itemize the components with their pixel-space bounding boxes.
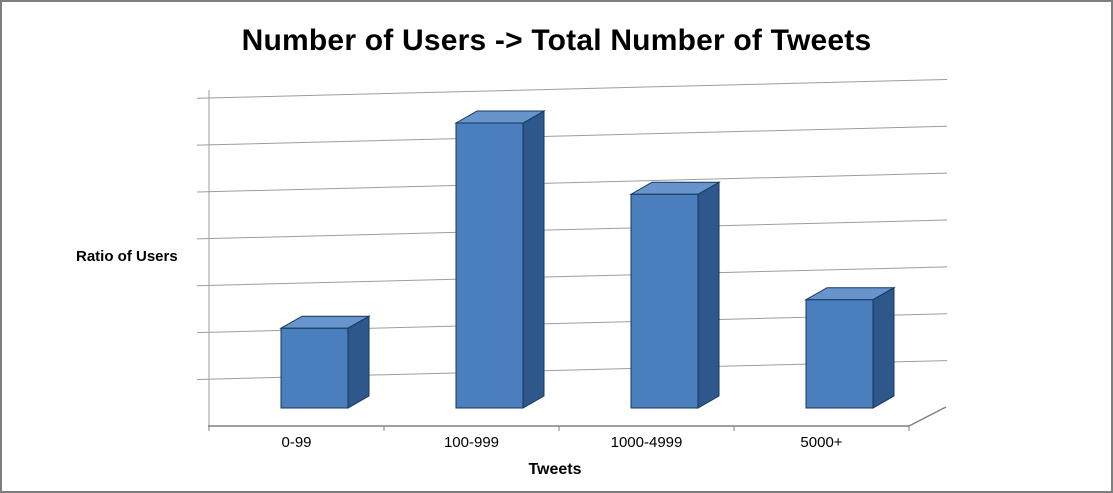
chart-title: Number of Users -> Total Number of Tweet…	[241, 24, 872, 57]
category-label: 1000-4999	[610, 434, 683, 451]
bar-face	[522, 110, 545, 409]
bar-face	[630, 193, 699, 409]
bar-face	[697, 181, 720, 409]
bar-face	[347, 315, 370, 409]
y-axis-label: Ratio of Users	[76, 248, 178, 265]
bar-face	[805, 299, 874, 409]
bar-face	[872, 286, 895, 409]
category-label: 0-99	[281, 434, 312, 451]
bar-face	[455, 122, 524, 409]
category-label: 5000+	[800, 434, 843, 451]
x-axis-title: Tweets	[528, 461, 582, 478]
category-label: 100-999	[443, 434, 500, 451]
bar-face	[280, 327, 349, 409]
